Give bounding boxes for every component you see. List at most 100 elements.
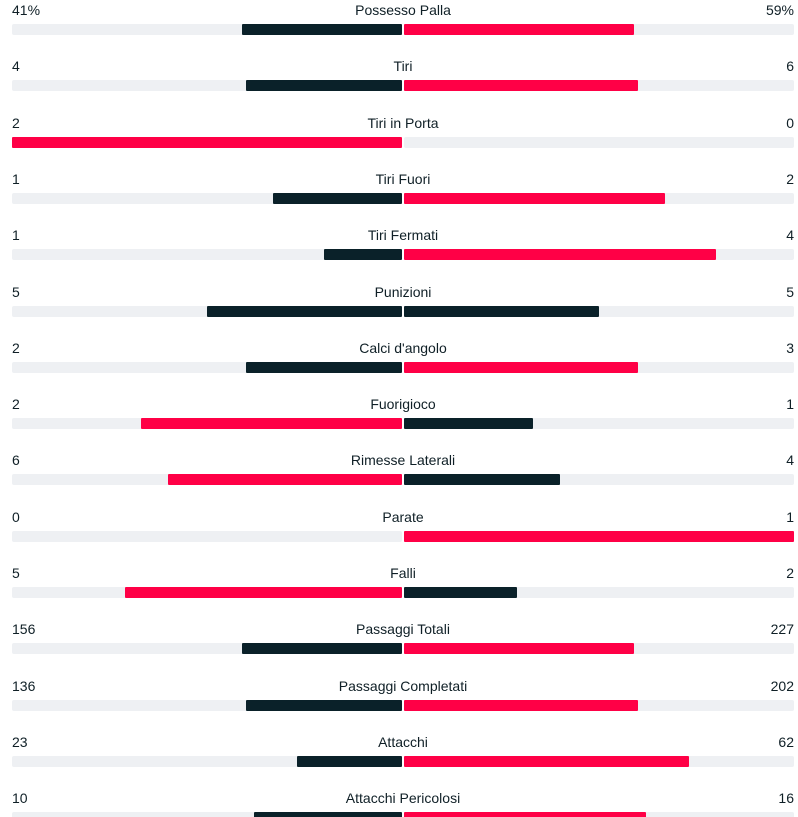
stat-row: 5 Punizioni 5 xyxy=(0,282,798,338)
home-bar-track xyxy=(12,530,402,542)
away-bar-track xyxy=(404,643,794,655)
home-bar-track xyxy=(12,643,402,655)
home-bar xyxy=(253,812,402,817)
home-bar-track xyxy=(12,418,402,430)
home-bar xyxy=(246,699,402,711)
home-bar xyxy=(324,249,402,261)
away-bar xyxy=(404,361,638,373)
away-value: 62 xyxy=(778,733,794,750)
home-bar xyxy=(12,136,402,148)
home-value: 2 xyxy=(12,114,20,131)
stat-row: 10 Attacchi Pericolosi 16 xyxy=(0,788,798,817)
home-value: 0 xyxy=(12,508,20,525)
stat-row: 23 Attacchi 62 xyxy=(0,732,798,788)
away-value: 16 xyxy=(778,790,794,807)
away-value: 2 xyxy=(786,565,794,581)
away-bar-track xyxy=(404,530,794,542)
stat-label: Attacchi xyxy=(378,733,428,750)
home-bar xyxy=(246,361,402,373)
home-bar xyxy=(246,80,402,92)
home-bar xyxy=(125,587,402,598)
home-value: 156 xyxy=(12,621,36,638)
stat-row: 1 Tiri Fuori 2 xyxy=(0,169,798,225)
home-value: 4 xyxy=(12,58,20,75)
away-value: 59% xyxy=(765,2,794,18)
stat-label: Tiri Fermati xyxy=(367,227,439,244)
stat-row: 41% Possesso Palla 59% xyxy=(0,0,798,56)
home-bar-track xyxy=(12,755,402,767)
stat-row: 0 Parate 1 xyxy=(0,507,798,563)
away-value: 0 xyxy=(786,114,794,131)
away-bar-track xyxy=(404,418,794,430)
away-bar xyxy=(404,418,533,430)
stat-row: 156 Passaggi Totali 227 xyxy=(0,619,798,675)
away-value: 202 xyxy=(770,677,794,694)
away-bar xyxy=(404,587,518,598)
away-bar-track xyxy=(404,249,794,261)
away-bar xyxy=(404,474,560,486)
away-bar xyxy=(404,24,635,35)
home-bar-track xyxy=(12,812,402,817)
away-bar xyxy=(404,530,794,542)
home-value: 5 xyxy=(12,283,20,300)
stat-label: Tiri in Porta xyxy=(367,114,439,131)
stat-label: Falli xyxy=(390,565,416,581)
away-value: 1 xyxy=(786,396,794,413)
away-bar xyxy=(404,249,716,261)
home-value: 1 xyxy=(12,227,20,244)
away-bar-track xyxy=(404,587,794,598)
stat-label: Attacchi Pericolosi xyxy=(345,790,461,807)
stat-row: 4 Tiri 6 xyxy=(0,56,798,112)
home-value: 1 xyxy=(12,170,20,187)
stat-label: Fuorigioco xyxy=(370,396,436,413)
away-bar xyxy=(404,305,599,317)
home-value: 2 xyxy=(12,396,20,413)
stat-label: Tiri xyxy=(393,58,413,75)
away-bar-track xyxy=(404,305,794,317)
away-bar-track xyxy=(404,192,794,204)
home-bar xyxy=(168,474,402,486)
home-bar xyxy=(242,24,402,35)
stat-label: Possesso Palla xyxy=(355,2,451,18)
stat-label: Calci d'angolo xyxy=(359,339,447,356)
away-bar xyxy=(404,755,689,767)
home-bar-track xyxy=(12,192,402,204)
away-value: 227 xyxy=(770,621,794,638)
stat-row: 2 Calci d'angolo 3 xyxy=(0,338,798,394)
stat-label: Tiri Fuori xyxy=(375,170,431,187)
away-bar xyxy=(404,80,638,92)
stat-label: Rimesse Laterali xyxy=(350,452,456,469)
home-value: 23 xyxy=(12,733,28,750)
home-bar xyxy=(273,192,402,204)
home-value: 10 xyxy=(12,790,28,807)
home-bar-track xyxy=(12,587,402,598)
away-bar-track xyxy=(404,24,794,35)
away-value: 4 xyxy=(786,452,794,469)
away-value: 6 xyxy=(786,58,794,75)
away-bar-track xyxy=(404,755,794,767)
stat-row: 1 Tiri Fermati 4 xyxy=(0,225,798,281)
away-bar xyxy=(404,643,635,655)
stat-label: Parate xyxy=(382,508,424,525)
away-bar xyxy=(404,192,666,204)
home-bar-track xyxy=(12,305,402,317)
stat-label: Passaggi Totali xyxy=(356,621,450,638)
home-bar xyxy=(207,305,402,317)
away-bar-track xyxy=(404,812,794,817)
stat-row: 2 Tiri in Porta 0 xyxy=(0,113,798,169)
home-bar xyxy=(242,643,402,655)
away-bar-track xyxy=(404,474,794,486)
stat-row: 2 Fuorigioco 1 xyxy=(0,394,798,450)
stat-row: 6 Rimesse Laterali 4 xyxy=(0,450,798,506)
away-bar-track xyxy=(404,361,794,373)
stat-row: 5 Falli 2 xyxy=(0,563,798,619)
home-bar-track xyxy=(12,80,402,92)
home-bar xyxy=(140,418,402,430)
away-bar xyxy=(404,699,638,711)
home-bar-track xyxy=(12,249,402,261)
away-bar-track xyxy=(404,699,794,711)
stat-label: Passaggi Completati xyxy=(338,677,468,694)
home-bar-track xyxy=(12,699,402,711)
away-value: 3 xyxy=(786,339,794,356)
